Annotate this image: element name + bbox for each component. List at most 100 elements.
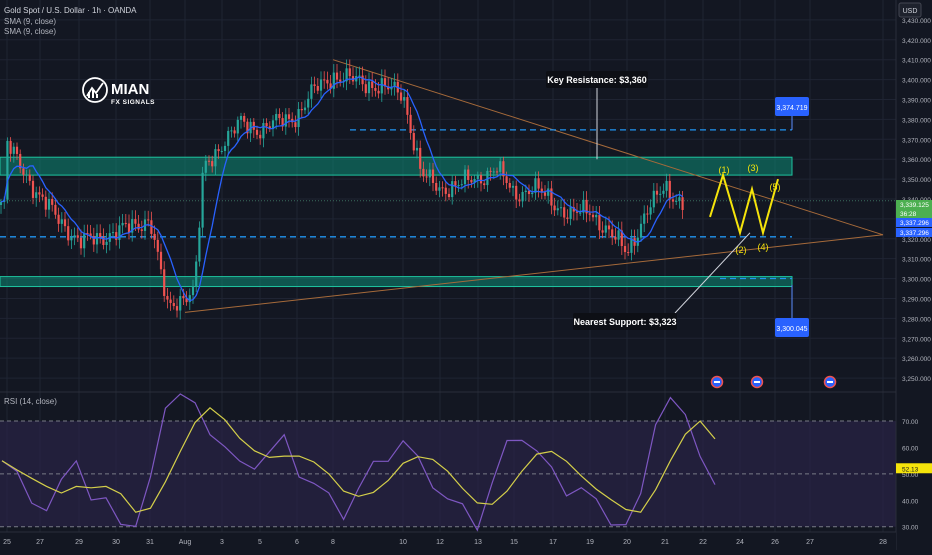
candle-body [409,114,412,134]
candle-body [502,161,505,177]
candle-body [668,180,671,200]
candle-body [41,194,44,197]
candle-body [243,115,246,122]
time-axis-tick: 28 [879,539,887,546]
annotation-box [546,71,648,88]
price-axis-tick: 3,400.000 [902,78,931,85]
candle-body [639,223,643,238]
time-axis-tick: 19 [586,539,594,546]
rsi-value-label: 52.13 [902,466,919,473]
candle-body [633,238,636,246]
annotation-pointer [674,232,751,314]
candle-body [156,239,159,252]
candle-body [246,121,249,134]
candle-body [646,213,649,215]
candle-body [227,130,230,146]
candle-body [115,232,118,240]
candle-body [76,235,79,238]
candle-body [28,174,31,181]
currency-button-label[interactable]: USD [903,8,918,15]
logo-bar [92,90,94,98]
candle-body [284,114,287,127]
logo-tagline: FX SIGNALS [111,99,155,106]
candle-body [393,81,396,87]
price-tag-label: 36:28 [900,211,917,218]
candle-body [134,219,137,224]
candle-body [399,92,403,101]
candle-body [444,187,447,194]
candle-body [179,296,182,311]
candle-body [22,168,25,175]
candle-body [259,134,262,139]
candle-body [92,236,95,245]
candle-body [620,230,623,247]
candle-body [339,79,342,82]
candle-body [595,214,598,218]
candle-body [140,229,143,231]
time-axis-bg [0,532,896,550]
candle-body [19,153,22,169]
price-axis-tick: 3,320.000 [902,237,931,244]
price-axis-tick: 3,310.000 [902,257,931,264]
time-axis-tick: 10 [399,539,407,546]
candle-body [518,199,521,202]
price-axis-tick: 3,260.000 [902,356,931,363]
price-axis-tick: 3,390.000 [902,97,931,104]
candle-body [403,97,406,101]
candle-body [124,222,127,224]
candle-body [454,181,457,186]
wave-path [709,171,779,237]
price-panel [0,59,896,320]
candle-body [220,151,223,153]
candle-body [614,236,617,240]
price-axis-tick: 3,410.000 [902,58,931,65]
candle-body [623,246,627,253]
candle-body [329,83,332,89]
candle-body [579,212,582,214]
price-axis-tick: 3,350.000 [902,177,931,184]
candle-body [223,145,227,152]
candle-body [172,303,175,307]
candle-body [486,170,489,186]
time-axis-tick: 6 [295,539,299,546]
candle-body [67,226,70,241]
price-axis-tick: 3,270.000 [902,336,931,343]
candle-body [313,84,316,86]
candle-body [323,79,326,81]
candle-body [217,149,220,152]
candle-body [547,188,550,196]
rsi-axis-tick: 70.00 [902,419,919,426]
candle-body [239,115,243,120]
candle-body [105,241,108,245]
candle-body [348,68,351,77]
candle-body [118,225,121,240]
currency-button [898,2,922,18]
candle-body [521,191,524,202]
candle-body [358,75,361,77]
candle-body [57,214,60,224]
candle-body [508,182,511,188]
overlays: (1) (2) (3) (4) (5) Key Resistance: $3,360 Nea… [4,6,837,389]
candle-body [367,81,371,94]
time-axis-tick: 5 [258,539,262,546]
candle-body [505,176,508,183]
candle-body [489,170,492,172]
candle-body [435,182,438,191]
rsi-title: RSI (14, close) [4,397,57,406]
candle-body [662,190,665,194]
candle-body [15,146,19,154]
price-axis-tick: 3,250.000 [902,376,931,383]
candle-body [412,133,415,151]
logo-bar [88,92,90,98]
candle-body [675,200,678,202]
candle-body [9,140,12,154]
candle-body [297,108,300,128]
candle-body [470,179,473,183]
price-axis-tick: 3,360.000 [902,157,931,164]
time-axis-tick: 30 [112,539,120,546]
zone-support-zone [0,276,793,288]
trendline-ascending [184,234,884,313]
rsi-ma-line [1,406,716,513]
